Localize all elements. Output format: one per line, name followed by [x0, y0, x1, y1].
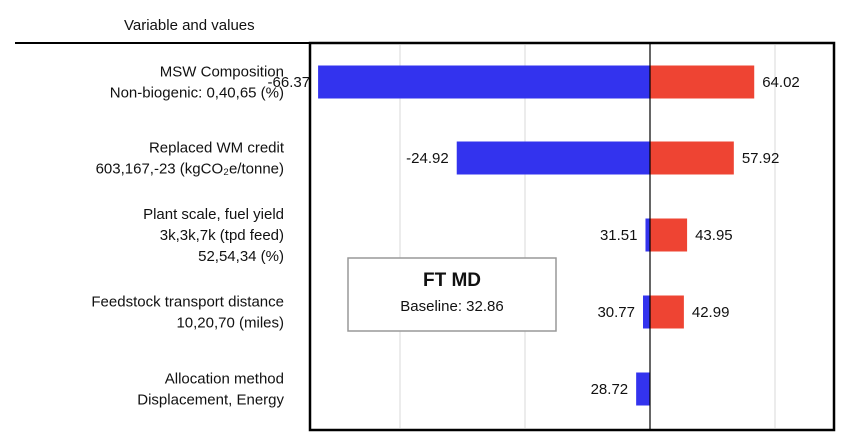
high-value-label-1: 64.02 — [762, 74, 800, 91]
category-label-5-line-1: Allocation method — [165, 371, 284, 388]
annotation-box: FT MD Baseline: 32.86 — [347, 257, 557, 332]
category-label-1-line-1: MSW Composition — [160, 64, 284, 81]
annotation-subtitle: Baseline: 32.86 — [400, 298, 503, 315]
high-bar-3 — [650, 218, 688, 252]
category-label-5-line-2: Displacement, Energy — [137, 392, 284, 409]
category-label-3-line-3: 52,54,34 (%) — [198, 248, 284, 265]
low-bar-4 — [643, 295, 650, 329]
high-value-label-2: 57.92 — [742, 150, 780, 167]
low-value-label-5: 28.72 — [591, 381, 629, 398]
high-value-label-3: 43.95 — [695, 227, 733, 244]
grid-lines — [399, 45, 776, 428]
low-value-label-1: -66.37 — [268, 74, 311, 91]
category-label-1-line-2: Non-biogenic: 0,40,65 (%) — [110, 85, 284, 102]
category-label-2-line-1: Replaced WM credit — [149, 140, 285, 157]
plot-frame — [308, 41, 836, 432]
low-value-label-4: 30.77 — [597, 304, 635, 321]
low-bar-3 — [645, 218, 650, 252]
low-value-label-2: -24.92 — [406, 150, 449, 167]
annotation-frame — [347, 257, 557, 332]
low-bar-1 — [318, 65, 650, 99]
bars-group — [318, 65, 755, 406]
high-value-label-4: 42.99 — [692, 304, 730, 321]
high-bar-2 — [650, 141, 734, 175]
low-bar-2 — [456, 141, 650, 175]
high-bar-1 — [650, 65, 755, 99]
category-label-2-line-2: 603,167,-23 (kgCO₂e/tonne) — [96, 161, 284, 178]
chart-header: Variable and values — [124, 17, 255, 34]
low-bar-5 — [636, 372, 650, 406]
annotation-title: FT MD — [423, 270, 481, 291]
category-label-3-line-2: 3k,3k,7k (tpd feed) — [160, 227, 284, 244]
category-label-4-line-2: 10,20,70 (miles) — [176, 315, 284, 332]
category-label-4-line-1: Feedstock transport distance — [91, 294, 284, 311]
category-labels: -66.37 64.02 MSW Composition Non-biogenic: … — [91, 64, 799, 409]
category-label-3-line-1: Plant scale, fuel yield — [143, 206, 284, 223]
high-bar-4 — [650, 295, 684, 329]
low-value-label-3: 31.51 — [600, 227, 638, 244]
